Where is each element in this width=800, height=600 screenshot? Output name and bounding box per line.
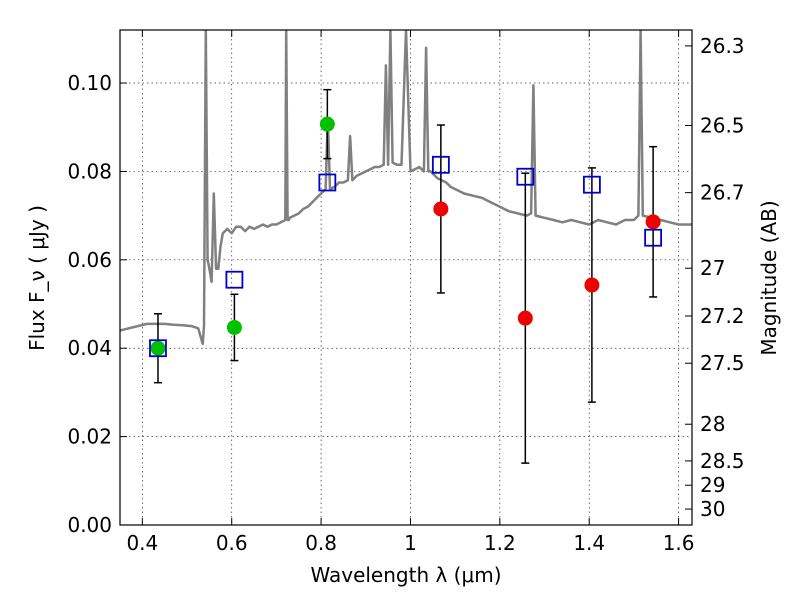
y-tick-label: 0.06: [67, 248, 112, 272]
x-tick-label: 1.4: [573, 531, 605, 555]
y2-tick-label: 30: [700, 497, 725, 521]
data-point-circle: [584, 277, 600, 293]
data-point-square: [644, 228, 663, 247]
x-axis-ticks: 0.4 0.6 0.8 1 1.2 1.4 1.6: [126, 30, 695, 555]
x-tick-label: 0.8: [305, 531, 337, 555]
x-tick-label: 1.2: [484, 531, 516, 555]
y-tick-label: 0.02: [67, 425, 112, 449]
data-point-circle: [517, 310, 533, 326]
y2-tick-label: 26.5: [700, 113, 745, 137]
data-point-circle: [433, 201, 449, 217]
data-point-circle: [150, 340, 166, 356]
data-point-square: [583, 175, 601, 194]
data-point-square: [225, 270, 244, 289]
y2-tick-label: 29: [700, 473, 725, 497]
y2-tick-label: 28.5: [700, 449, 745, 473]
data-markers: [149, 116, 663, 358]
y-axis-ticks: 0.00 0.02 0.04 0.06 0.08 0.10: [67, 71, 127, 537]
x-tick-label: 0.6: [216, 531, 248, 555]
data-point-circle: [645, 214, 661, 230]
x-tick-label: 0.4: [126, 531, 158, 555]
y-tick-label: 0.04: [67, 336, 112, 360]
x-axis-label: Wavelength λ (μm): [310, 563, 501, 587]
y2-tick-label: 26.3: [700, 34, 745, 58]
y2-tick-label: 27.5: [700, 351, 745, 375]
y-axis-label: Flux F_ν ( μJy ): [25, 205, 49, 351]
y2-tick-label: 27: [700, 256, 725, 280]
model-spectrum-line: [120, 30, 692, 346]
y2-tick-label: 26.7: [700, 181, 745, 205]
y2-axis-label: Magnitude (AB): [757, 200, 781, 355]
y2-tick-label: 27.2: [700, 304, 745, 328]
x-tick-label: 1: [404, 531, 417, 555]
data-point-circle: [319, 116, 335, 132]
data-point-circle: [226, 319, 242, 335]
plot-frame: [119, 29, 693, 526]
y-tick-label: 0.08: [67, 159, 112, 183]
data-point-square: [149, 339, 167, 358]
data-point-square: [516, 167, 535, 186]
x-tick-label: 1.6: [663, 531, 695, 555]
data-point-square: [318, 173, 337, 192]
y2-tick-label: 28: [700, 412, 725, 436]
data-point-square: [431, 155, 450, 174]
y-tick-label: 0.10: [67, 71, 112, 95]
plot-background: [120, 30, 692, 525]
y-tick-label: 0.00: [67, 513, 112, 537]
